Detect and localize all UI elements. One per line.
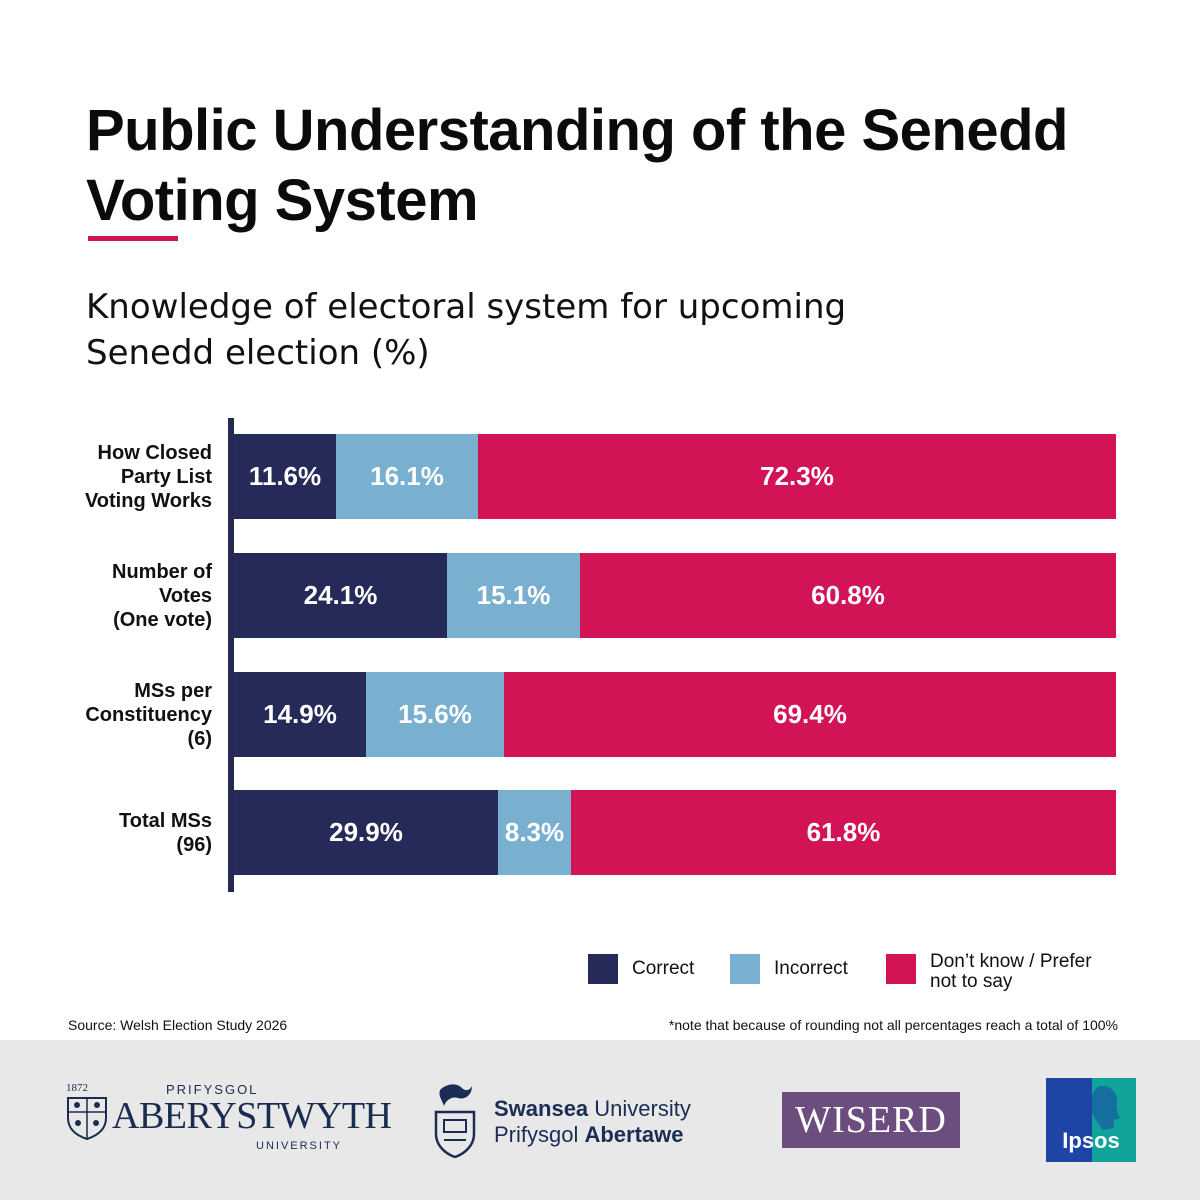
category-label-line: (One vote) — [113, 608, 212, 631]
bar-segment-incorrect: 15.1% — [447, 553, 580, 638]
legend-item-incorrect: Incorrect — [730, 952, 848, 984]
legend-label-dont-know: Don’t know / Prefer not to say — [930, 952, 1092, 992]
swansea-university-logo: Swansea University Prifysgol Abertawe — [430, 1082, 700, 1158]
ipsos-logo: Ipsos — [1046, 1078, 1136, 1162]
data-label: 69.4% — [773, 699, 847, 729]
data-label: 15.1% — [476, 580, 551, 610]
legend-label-incorrect: Incorrect — [774, 958, 848, 979]
title-underline — [88, 236, 178, 241]
source-note: Source: Welsh Election Study 2026 — [68, 1017, 288, 1033]
data-label: 29.9% — [329, 817, 403, 847]
category-label-line: (6) — [187, 727, 212, 750]
data-label: 15.6% — [398, 699, 472, 729]
swansea-line2-rest: Prifysgol — [494, 1122, 585, 1147]
category-label: Number of Votes (One vote) — [40, 560, 212, 632]
bar-segment-dont-know: 69.4% — [504, 672, 1116, 757]
aberystwyth-prefix: PRIFYSGOL — [166, 1082, 259, 1097]
data-label: 8.3% — [504, 817, 565, 847]
category-label-line: Party List — [120, 465, 212, 488]
legend-swatch-dont-know — [886, 954, 916, 984]
data-label: 11.6% — [248, 461, 322, 491]
category-label-line: (96) — [176, 833, 212, 856]
aberystwyth-shield-icon — [67, 1097, 107, 1140]
legend-swatch-incorrect — [730, 954, 760, 984]
swansea-line2-bold: Abertawe — [584, 1122, 684, 1147]
swansea-line1: Swansea University — [494, 1096, 691, 1122]
aberystwyth-suffix: UNIVERSITY — [256, 1140, 343, 1152]
rounding-note: *note that because of rounding not all p… — [668, 1017, 1118, 1033]
bar-segment-dont-know: 61.8% — [571, 790, 1116, 875]
wiserd-logo: WISERD — [782, 1092, 960, 1148]
data-label: 72.3% — [760, 461, 834, 491]
page-title: Public Understanding of the Senedd Votin… — [86, 98, 1068, 233]
data-label: 16.1% — [370, 461, 444, 491]
swansea-line1-bold: Swansea — [494, 1096, 589, 1121]
bar-segment-correct: 14.9% — [234, 672, 366, 757]
bar-segment-incorrect: 16.1% — [336, 434, 478, 519]
category-label-line: Votes — [159, 584, 212, 607]
swansea-line1-rest: University — [588, 1096, 691, 1121]
legend-label-correct: Correct — [632, 958, 695, 979]
category-label-line: Total MSs — [119, 809, 212, 832]
aberystwyth-name: ABERYSTWYTH — [112, 1095, 392, 1137]
data-label: 24.1% — [303, 580, 378, 610]
category-label-line: MSs per — [134, 679, 212, 702]
legend-item-dont-know: Don’t know / Prefer not to say — [886, 952, 1092, 992]
y-axis-line — [228, 418, 234, 892]
bar-segment-incorrect: 15.6% — [366, 672, 504, 757]
category-label: Total MSs (96) — [40, 809, 212, 857]
aberystwyth-university-logo: 1872 PRIFYSGOL ABERYSTWYTH UNIVERSITY — [60, 1082, 392, 1152]
bar-segment-incorrect: 8.3% — [498, 790, 571, 875]
chart-title: Knowledge of electoral system for upcomi… — [86, 287, 847, 373]
bar-segment-dont-know: 72.3% — [478, 434, 1116, 519]
legend-swatch-correct — [588, 954, 618, 984]
bar-segment-dont-know: 60.8% — [580, 553, 1116, 638]
bar-segment-correct: 29.9% — [234, 790, 498, 875]
footer-logo-bar — [0, 1040, 1200, 1200]
legend-label-dont-know-line1: Don’t know / Prefer — [930, 951, 1092, 972]
ipsos-wordmark: Ipsos — [1062, 1128, 1120, 1153]
legend-item-correct: Correct — [588, 952, 694, 984]
swansea-line2: Prifysgol Abertawe — [494, 1122, 684, 1148]
data-label: 14.9% — [263, 699, 337, 729]
data-label: 60.8% — [811, 580, 885, 610]
legend-label-dont-know-line2: not to say — [930, 971, 1013, 992]
category-label-line: Number of — [112, 560, 212, 583]
category-label: MSs per Constituency (6) — [40, 679, 212, 751]
bar-segment-correct: 24.1% — [234, 553, 447, 638]
ipsos-head-icon — [1091, 1086, 1120, 1130]
data-label: 61.8% — [806, 817, 881, 847]
category-label-line: Voting Works — [84, 489, 212, 512]
category-label-line: How Closed — [97, 441, 212, 464]
aberystwyth-year: 1872 — [66, 1082, 88, 1094]
swansea-crest-icon — [434, 1084, 476, 1158]
bar-segment-correct: 11.6% — [234, 434, 336, 519]
category-label: How Closed Party List Voting Works — [40, 441, 212, 513]
category-label-line: Constituency — [85, 703, 212, 726]
